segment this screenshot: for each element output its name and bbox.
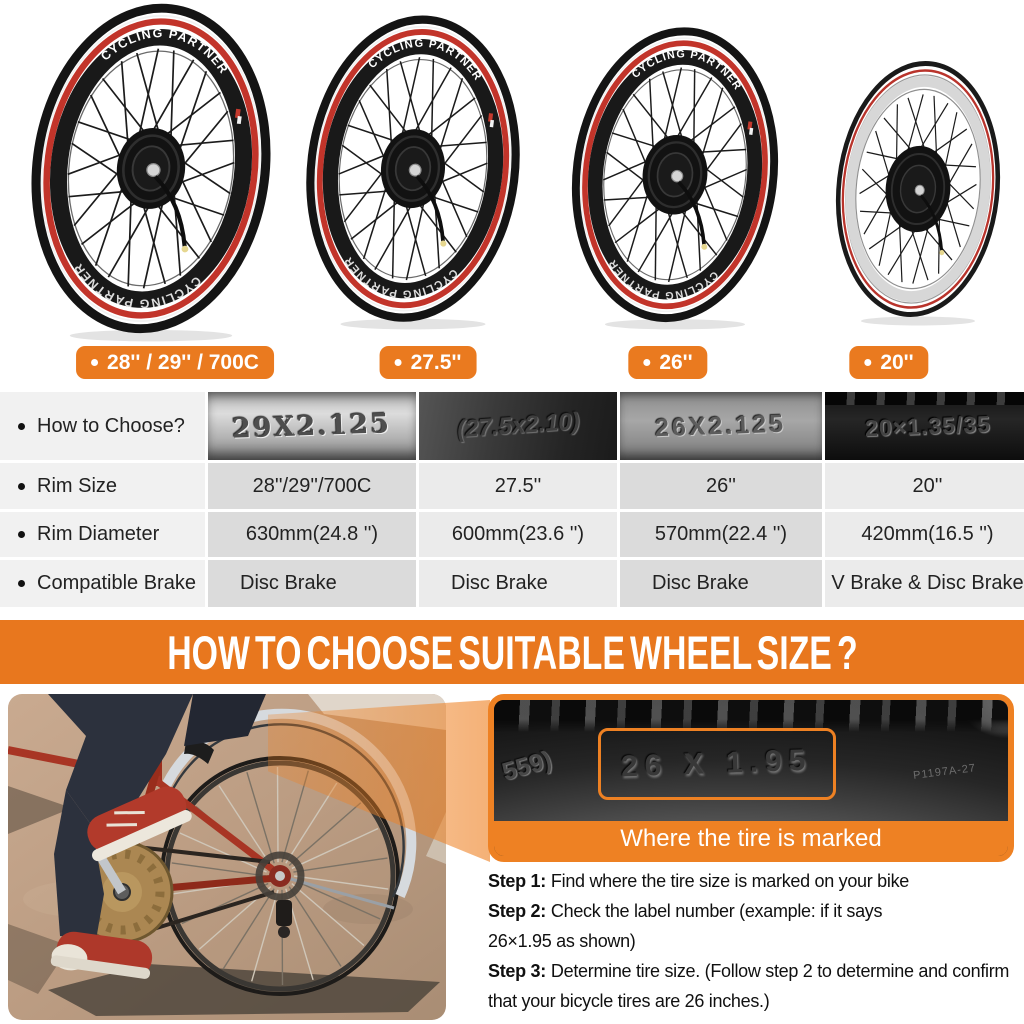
row-label-compatible-brake: Compatible Brake — [0, 560, 205, 607]
tire-size-mark: 26 X 1.95 — [620, 743, 814, 784]
step-text: Find where the tire size is marked on yo… — [550, 871, 909, 891]
bullet-dot-icon — [643, 359, 651, 366]
wheel-size-badge-20: 20'' — [849, 346, 929, 379]
tire-sidewall-photo-700c: 29X2.125 — [208, 392, 416, 460]
wheel-size-label: 27.5'' — [410, 351, 462, 374]
tire-mark-left: 559) — [498, 745, 555, 787]
rim-size-26: 26'' — [620, 463, 822, 509]
step-item-1: Step 1: Find where the tire size is marke… — [488, 866, 1022, 896]
brake-26: Disc Brake — [620, 560, 822, 607]
closeup-caption: Where the tire is marked — [620, 824, 882, 852]
tire-closeup-photo: 559) 26 X 1.95 P1197A-27 — [494, 700, 1008, 821]
bullet-dot-icon — [864, 359, 872, 366]
wheel-size-label: 20'' — [880, 351, 914, 374]
wheel-photo-20 — [835, 61, 1001, 326]
bike-photo-illustration — [8, 694, 446, 1020]
closeup-caption-bar: Where the tire is marked — [494, 821, 1008, 856]
tire-mark-code: P1197A-27 — [912, 762, 977, 782]
tire-size-outline: 26 X 1.95 — [598, 728, 836, 800]
bullet-dot-icon — [91, 359, 99, 366]
step-label: Step 3: — [488, 961, 546, 981]
step-text: Check the label number (example: if it s… — [488, 901, 883, 951]
bullet-dot-icon — [18, 580, 25, 587]
tire-sidewall-photo-20: 20×1.35/35 — [825, 392, 1024, 460]
step-label: Step 1: — [488, 871, 546, 891]
bullet-dot-icon — [18, 531, 25, 538]
brake-20: V Brake & Disc Brake — [825, 560, 1024, 607]
wheel-size-badge-27-5: 27.5'' — [379, 346, 477, 379]
tire-tread-pattern — [494, 700, 1008, 732]
rim-diameter-27-5: 600mm(23.6 '') — [419, 512, 617, 557]
wheel-size-badge-700c: 28'' / 29'' / 700C — [76, 346, 274, 379]
rim-size-700c: 28''/29''/700C — [208, 463, 416, 509]
brake-27-5: Disc Brake — [419, 560, 617, 607]
bike-wheel-spokes — [171, 767, 389, 985]
wheel-size-label: 28'' / 29'' / 700C — [107, 351, 259, 374]
step-item-3: Step 3: Determine tire size. (Follow step… — [488, 956, 1022, 1016]
step-text: Determine tire size. (Follow step 2 to d… — [488, 961, 1010, 1011]
wheel-size-label: 26'' — [659, 351, 693, 374]
wheel-size-badge-26: 26'' — [628, 346, 708, 379]
rim-diameter-26: 570mm(22.4 '') — [620, 512, 822, 557]
rim-size-27-5: 27.5'' — [419, 463, 617, 509]
row-label-how-to-choose: How to Choose? — [0, 392, 205, 460]
step-label: Step 2: — [488, 901, 546, 921]
rim-size-20: 20'' — [825, 463, 1024, 509]
bike-photo — [8, 694, 446, 1020]
step-item-2: Step 2: Check the label number (example: … — [488, 896, 1022, 956]
row-label-rim-diameter: Rim Diameter — [0, 512, 205, 557]
rim-diameter-20: 420mm(16.5 '') — [825, 512, 1024, 557]
section-banner: HOW TO CHOOSE SUITABLE WHEEL SIZE ? — [0, 620, 1024, 684]
comparison-table: How to Choose? 29X2.125 (27.5x2.10) 26X2… — [0, 392, 1024, 607]
tire-closeup-panel: 559) 26 X 1.95 P1197A-27 Where the tire … — [488, 694, 1014, 862]
brake-700c: Disc Brake — [208, 560, 416, 607]
bullet-dot-icon — [18, 482, 25, 490]
row-label-rim-size: Rim Size — [0, 463, 205, 509]
tire-sidewall-photo-27-5: (27.5x2.10) — [419, 392, 617, 460]
bullet-dot-icon — [18, 422, 25, 430]
banner-title: HOW TO CHOOSE SUITABLE WHEEL SIZE ? — [166, 625, 858, 679]
rim-diameter-700c: 630mm(24.8 '') — [208, 512, 416, 557]
steps-section: Step 1: Find where the tire size is marke… — [488, 866, 1022, 1016]
tire-sidewall-photo-26: 26X2.125 — [620, 392, 822, 460]
bullet-dot-icon — [394, 359, 402, 366]
